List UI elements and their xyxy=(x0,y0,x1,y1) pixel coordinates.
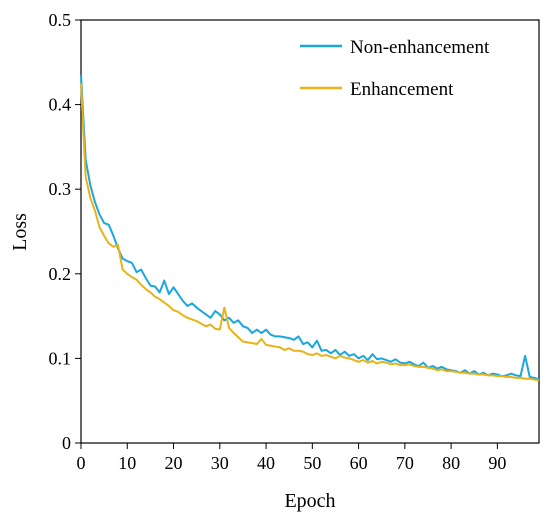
series-line-non-enhancement xyxy=(80,74,540,381)
chart-legend: Non-enhancement Enhancement xyxy=(300,37,490,100)
x-tick-label: 0 xyxy=(77,453,86,473)
x-axis-ticks: 0 10 20 30 40 50 60 70 80 90 xyxy=(77,443,506,473)
y-tick-label: 0.4 xyxy=(49,95,72,115)
x-tick-label: 80 xyxy=(442,453,460,473)
x-tick-label: 90 xyxy=(488,453,506,473)
x-tick-label: 40 xyxy=(257,453,275,473)
y-tick-label: 0.1 xyxy=(49,348,72,368)
series-line-enhancement xyxy=(80,83,540,382)
x-tick-label: 50 xyxy=(303,453,321,473)
x-axis-title: Epoch xyxy=(284,490,335,512)
y-tick-label: 0.3 xyxy=(49,179,72,199)
plot-area: 0 10 20 30 40 50 60 70 80 90 0 0.1 0.2 0.3 0.4 0.5 xyxy=(49,10,540,473)
x-tick-label: 60 xyxy=(350,453,368,473)
y-tick-label: 0 xyxy=(62,433,71,453)
y-axis-ticks: 0 0.1 0.2 0.3 0.4 0.5 xyxy=(49,10,81,453)
x-tick-label: 70 xyxy=(396,453,414,473)
legend-label-enhancement: Enhancement xyxy=(350,79,454,100)
y-axis-title: Loss xyxy=(9,213,31,251)
legend-label-non-enhancement: Non-enhancement xyxy=(350,37,490,58)
series-layer xyxy=(80,74,540,382)
y-tick-label: 0.2 xyxy=(49,264,72,284)
x-tick-label: 20 xyxy=(165,453,183,473)
plot-frame xyxy=(80,19,540,444)
y-tick-label: 0.5 xyxy=(49,10,72,30)
x-tick-label: 10 xyxy=(118,453,136,473)
x-tick-label: 30 xyxy=(211,453,229,473)
